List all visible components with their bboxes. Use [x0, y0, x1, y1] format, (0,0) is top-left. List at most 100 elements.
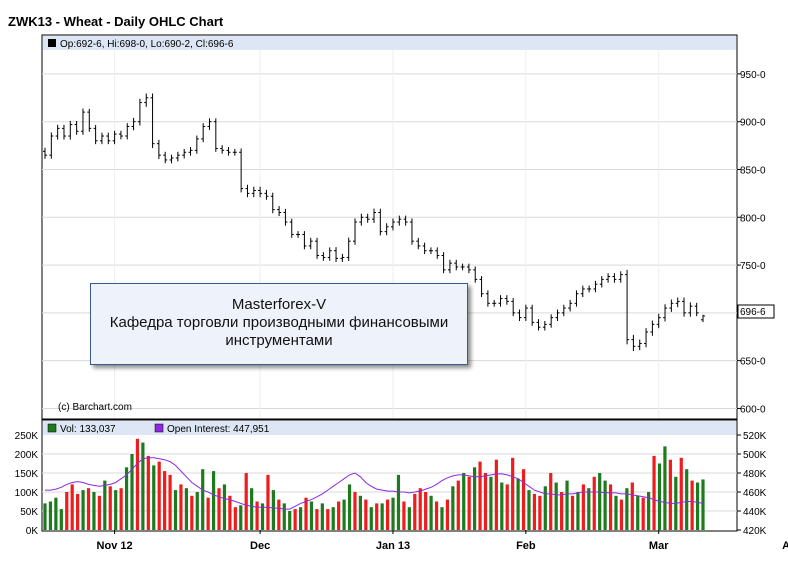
oi-tick-label: 480K [743, 469, 767, 480]
volume-bar [103, 480, 107, 530]
ohlc-bar [258, 186, 263, 198]
volume-bar [92, 492, 96, 530]
last-price-tag: 696-6 [740, 307, 766, 318]
volume-bar [130, 454, 134, 530]
volume-bar [119, 488, 123, 530]
volume-bar [396, 474, 401, 530]
ohlc-bar [296, 231, 301, 238]
ohlc-bar [403, 215, 408, 226]
volume-bar [570, 495, 575, 530]
volume-bar [222, 484, 227, 530]
volume-bar [581, 484, 585, 530]
volume-bar [124, 467, 129, 530]
volume-bar [255, 501, 259, 530]
volume-bar [201, 469, 205, 530]
ohlc-bar [574, 290, 579, 307]
ohlc-bar [580, 285, 585, 298]
volume-bar [695, 482, 700, 530]
oi-tick-label: 420K [743, 526, 767, 537]
ohlc-bar [245, 184, 250, 198]
ohlc-bar [264, 189, 269, 200]
volume-bar [86, 488, 91, 530]
volume-bar [668, 459, 672, 530]
x-tick-label: Mar [649, 540, 669, 552]
ohlc-bar [163, 151, 168, 164]
price-tick-label: 750-0 [740, 261, 766, 272]
price-tick-label: 900-0 [740, 118, 766, 129]
ohlc-bar [232, 148, 237, 156]
ohlc-bar [99, 132, 104, 145]
ohlc-bar [378, 208, 383, 236]
ohlc-bar [435, 247, 440, 259]
ohlc-bar [112, 130, 117, 145]
volume-bar [440, 507, 444, 530]
ohlc-bar [80, 108, 85, 135]
volume-bar [516, 478, 520, 530]
volume-bar [315, 509, 319, 530]
volume-bar [48, 501, 53, 530]
volume-bars [43, 438, 705, 530]
overlay-caption-box: Masterforex-V Кафедра торговли производн… [90, 283, 468, 365]
ohlc-bar [441, 252, 446, 274]
ohlc-bar [188, 147, 193, 156]
volume-bar [364, 499, 368, 530]
volume-bar [445, 499, 450, 530]
ohlc-bar [68, 120, 73, 140]
volume-bar [592, 476, 596, 530]
ohlc-bar [511, 298, 516, 317]
ohlc-bar [416, 237, 421, 250]
volume-bar [298, 507, 303, 530]
ohlc-bar [144, 93, 149, 107]
volume-tick-label: 50K [20, 507, 38, 518]
price-legend-swatch [48, 39, 56, 47]
price-tick-label: 600-0 [740, 404, 766, 415]
volume-bar [195, 492, 199, 530]
ohlc-bar [353, 218, 358, 245]
volume-bar [565, 480, 569, 530]
volume-bar [342, 499, 346, 530]
ohlc-bar [473, 266, 478, 283]
volume-bar [146, 455, 150, 530]
volume-bar [271, 490, 275, 530]
volume-bar [375, 503, 379, 530]
ohlc-bar [517, 309, 522, 321]
volume-bar [701, 479, 705, 530]
ohlc-bar [397, 215, 402, 226]
volume-bar [331, 507, 335, 530]
volume-legend: Vol: 133,037 [60, 424, 116, 435]
ohlc-bar [492, 299, 497, 307]
ohlc-bar [428, 247, 433, 255]
ohlc-bar [175, 151, 180, 162]
ohlc-bar [118, 130, 123, 140]
volume-bar [603, 480, 607, 530]
volume-bar [369, 507, 373, 530]
volume-bar [168, 474, 172, 530]
ohlc-bar [656, 313, 661, 329]
x-tick-label: Apr [782, 540, 788, 552]
volume-bar [59, 509, 63, 530]
volume-bar [494, 459, 498, 530]
volume-bar [184, 488, 188, 530]
volume-bar [114, 490, 118, 530]
volume-bar [380, 503, 384, 530]
volume-bar [358, 495, 363, 530]
ohlc-bar [365, 213, 370, 223]
volume-bar [424, 492, 428, 530]
ohlc-bar [454, 259, 459, 271]
volume-bar [500, 482, 504, 530]
oi-tick-label: 440K [743, 507, 767, 518]
ohlc-bar [612, 273, 617, 283]
ohlc-bar [308, 237, 313, 250]
volume-bar [451, 486, 455, 530]
oi-tick-label: 500K [743, 450, 767, 461]
ohlc-bar [422, 242, 427, 255]
volume-bar [663, 446, 667, 530]
volume-bar [608, 484, 613, 530]
price-bars [43, 93, 705, 352]
ohlc-bar [694, 302, 699, 317]
ohlc-bar [131, 117, 136, 131]
ohlc-bar [43, 147, 47, 159]
volume-bar [217, 488, 221, 530]
